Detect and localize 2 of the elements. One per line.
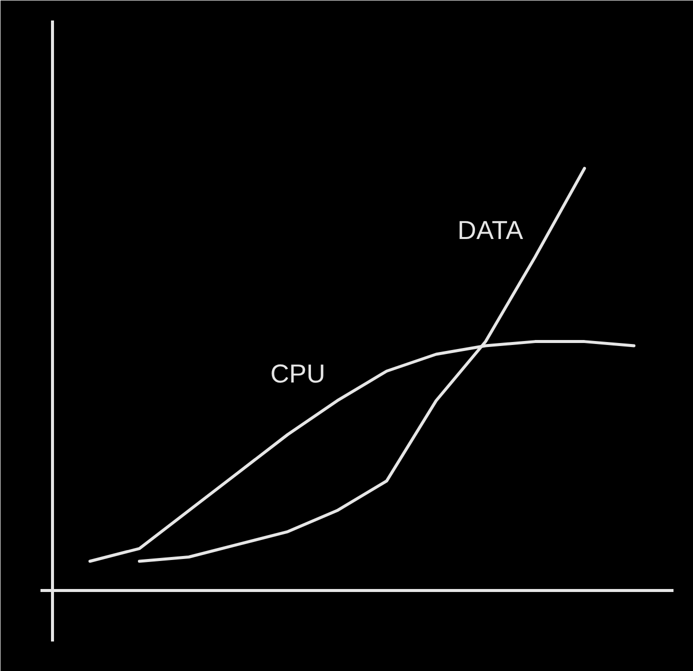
series-label: DATA: [458, 215, 524, 246]
series-label: CPU: [270, 358, 326, 389]
